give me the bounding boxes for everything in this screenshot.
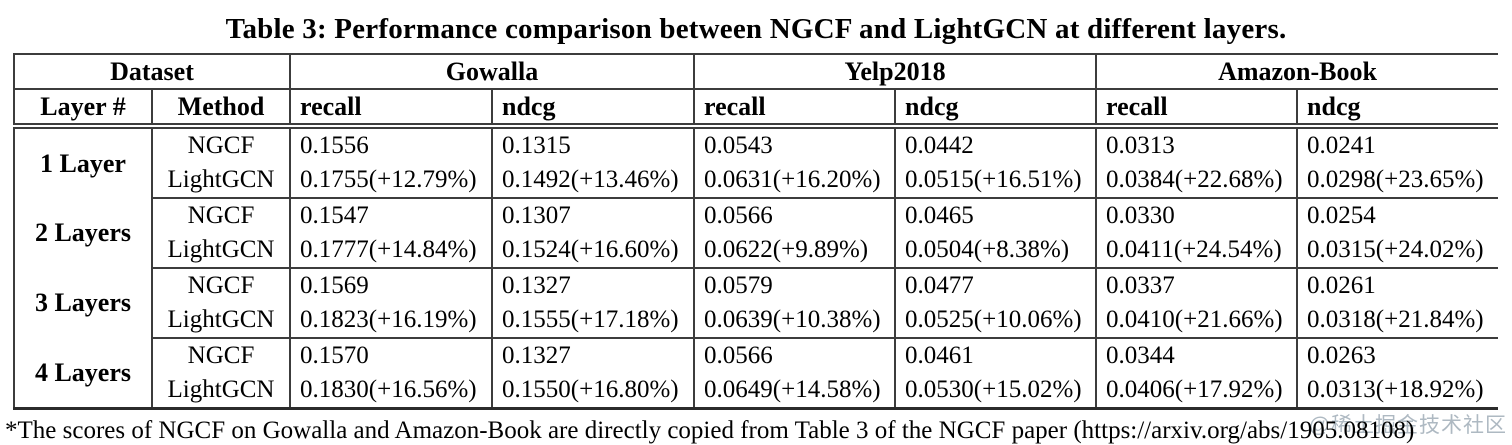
header-recall-amazon-book: recall [1095, 89, 1298, 129]
table-row: 4 Layers NGCF 0.1570 0.1327 0.0566 0.046… [14, 338, 1499, 387]
method-cell: NGCF [150, 268, 291, 303]
metric-cell: 0.1547 [289, 198, 493, 233]
metric-cell: 0.1492(+13.46%) [491, 163, 695, 199]
header-ndcg-gowalla: ndcg [491, 89, 695, 129]
header-dataset-gowalla: Gowalla [289, 54, 695, 90]
metric-cell: 0.0344 [1095, 338, 1298, 373]
header-recall-yelp2018: recall [693, 89, 896, 129]
header-dataset-amazon-book: Amazon-Book [1095, 54, 1499, 90]
metric-cell: 0.0461 [894, 338, 1097, 373]
layer-cell: 4 Layers [34, 357, 132, 387]
table-caption: Table 3: Performance comparison between … [225, 13, 1287, 45]
header-dataset: Dataset [14, 54, 291, 90]
metric-cell: 0.1550(+16.80%) [491, 373, 695, 409]
metric-cell: 0.1830(+16.56%) [289, 373, 493, 409]
metric-cell: 0.0406(+17.92%) [1095, 373, 1298, 409]
metric-cell: 0.1556 [289, 126, 493, 163]
metric-cell: 0.0477 [894, 268, 1097, 303]
metric-cell: 0.0298(+23.65%) [1296, 163, 1499, 199]
header-ndcg-amazon-book: ndcg [1296, 89, 1499, 129]
results-table: Dataset Gowalla Yelp2018 Amazon-Book Lay… [13, 53, 1499, 410]
metric-cell: 0.0313(+18.92%) [1296, 373, 1499, 409]
metric-cell: 0.1570 [289, 338, 493, 373]
metric-cell: 0.0649(+14.58%) [693, 373, 896, 409]
table-row: LightGCN 0.1823(+16.19%) 0.1555(+17.18%)… [14, 303, 1499, 339]
metric-cell: 0.0515(+16.51%) [894, 163, 1097, 199]
header-layer: Layer # [14, 89, 152, 129]
method-cell: NGCF [150, 338, 291, 373]
table-row: LightGCN 0.1755(+12.79%) 0.1492(+13.46%)… [14, 163, 1499, 199]
metric-cell: 0.0566 [693, 198, 896, 233]
metric-cell: 0.1524(+16.60%) [491, 233, 695, 269]
metric-cell: 0.0525(+10.06%) [894, 303, 1097, 339]
layer-cell: 1 Layer [40, 148, 126, 178]
layer-cell: 2 Layers [34, 218, 132, 247]
metric-cell: 0.0579 [693, 268, 896, 303]
table-row: LightGCN 0.1830(+16.56%) 0.1550(+16.80%)… [14, 373, 1499, 409]
metric-cell: 0.0313 [1095, 126, 1298, 163]
metric-cell: 0.0318(+21.84%) [1296, 303, 1499, 339]
metric-cell: 0.0622(+9.89%) [693, 233, 896, 269]
header-dataset-yelp2018: Yelp2018 [693, 54, 1097, 90]
metric-cell: 0.1555(+17.18%) [491, 303, 695, 339]
metric-cell: 0.0631(+16.20%) [693, 163, 896, 199]
header-row-metrics: Layer # Method recall ndcg recall ndcg r… [14, 89, 1499, 129]
metric-cell: 0.0410(+21.66%) [1095, 303, 1298, 339]
metric-cell: 0.0639(+10.38%) [693, 303, 896, 339]
metric-cell: 0.1823(+16.19%) [289, 303, 493, 339]
metric-cell: 0.1755(+12.79%) [289, 163, 493, 199]
method-cell: LightGCN [150, 373, 291, 409]
metric-cell: 0.1315 [491, 126, 695, 163]
method-cell: LightGCN [150, 163, 291, 199]
metric-cell: 0.1327 [491, 268, 695, 303]
method-cell: NGCF [150, 198, 291, 233]
site-watermark: @稀土掘金技术社区 [1308, 414, 1507, 437]
layer-cell: 3 Layers [34, 288, 132, 317]
metric-cell: 0.0315(+24.02%) [1296, 233, 1499, 269]
table-row: 2 Layers NGCF 0.1547 0.1307 0.0566 0.046… [14, 198, 1499, 247]
metric-cell: 0.0337 [1095, 268, 1298, 303]
metric-cell: 0.0465 [894, 198, 1097, 233]
metric-cell: 0.0263 [1296, 338, 1499, 373]
metric-cell: 0.1327 [491, 338, 695, 373]
metric-cell: 0.0254 [1296, 198, 1499, 233]
metric-cell: 0.0384(+22.68%) [1095, 163, 1298, 199]
table-row: LightGCN 0.1777(+14.84%) 0.1524(+16.60%)… [14, 233, 1499, 269]
method-cell: LightGCN [150, 303, 291, 339]
table-row: 1 Layer NGCF 0.1556 0.1315 0.0543 0.0442… [14, 126, 1499, 178]
method-cell: LightGCN [150, 233, 291, 269]
metric-cell: 0.0411(+24.54%) [1095, 233, 1298, 269]
metric-cell: 0.0330 [1095, 198, 1298, 233]
table-row: 3 Layers NGCF 0.1569 0.1327 0.0579 0.047… [14, 268, 1499, 317]
metric-cell: 0.0241 [1296, 126, 1499, 163]
metric-cell: 0.0261 [1296, 268, 1499, 303]
metric-cell: 0.1569 [289, 268, 493, 303]
header-ndcg-yelp2018: ndcg [894, 89, 1097, 129]
metric-cell: 0.0442 [894, 126, 1097, 163]
metric-cell: 0.1777(+14.84%) [289, 233, 493, 269]
metric-cell: 0.1307 [491, 198, 695, 233]
header-method: Method [150, 89, 291, 129]
header-recall-gowalla: recall [289, 89, 493, 129]
metric-cell: 0.0530(+15.02%) [894, 373, 1097, 409]
metric-cell: 0.0566 [693, 338, 896, 373]
table-footnote: *The scores of NGCF on Gowalla and Amazo… [5, 417, 1415, 444]
metric-cell: 0.0504(+8.38%) [894, 233, 1097, 269]
metric-cell: 0.0543 [693, 126, 896, 163]
method-cell: NGCF [150, 126, 291, 163]
header-row-datasets: Dataset Gowalla Yelp2018 Amazon-Book [14, 54, 1499, 90]
